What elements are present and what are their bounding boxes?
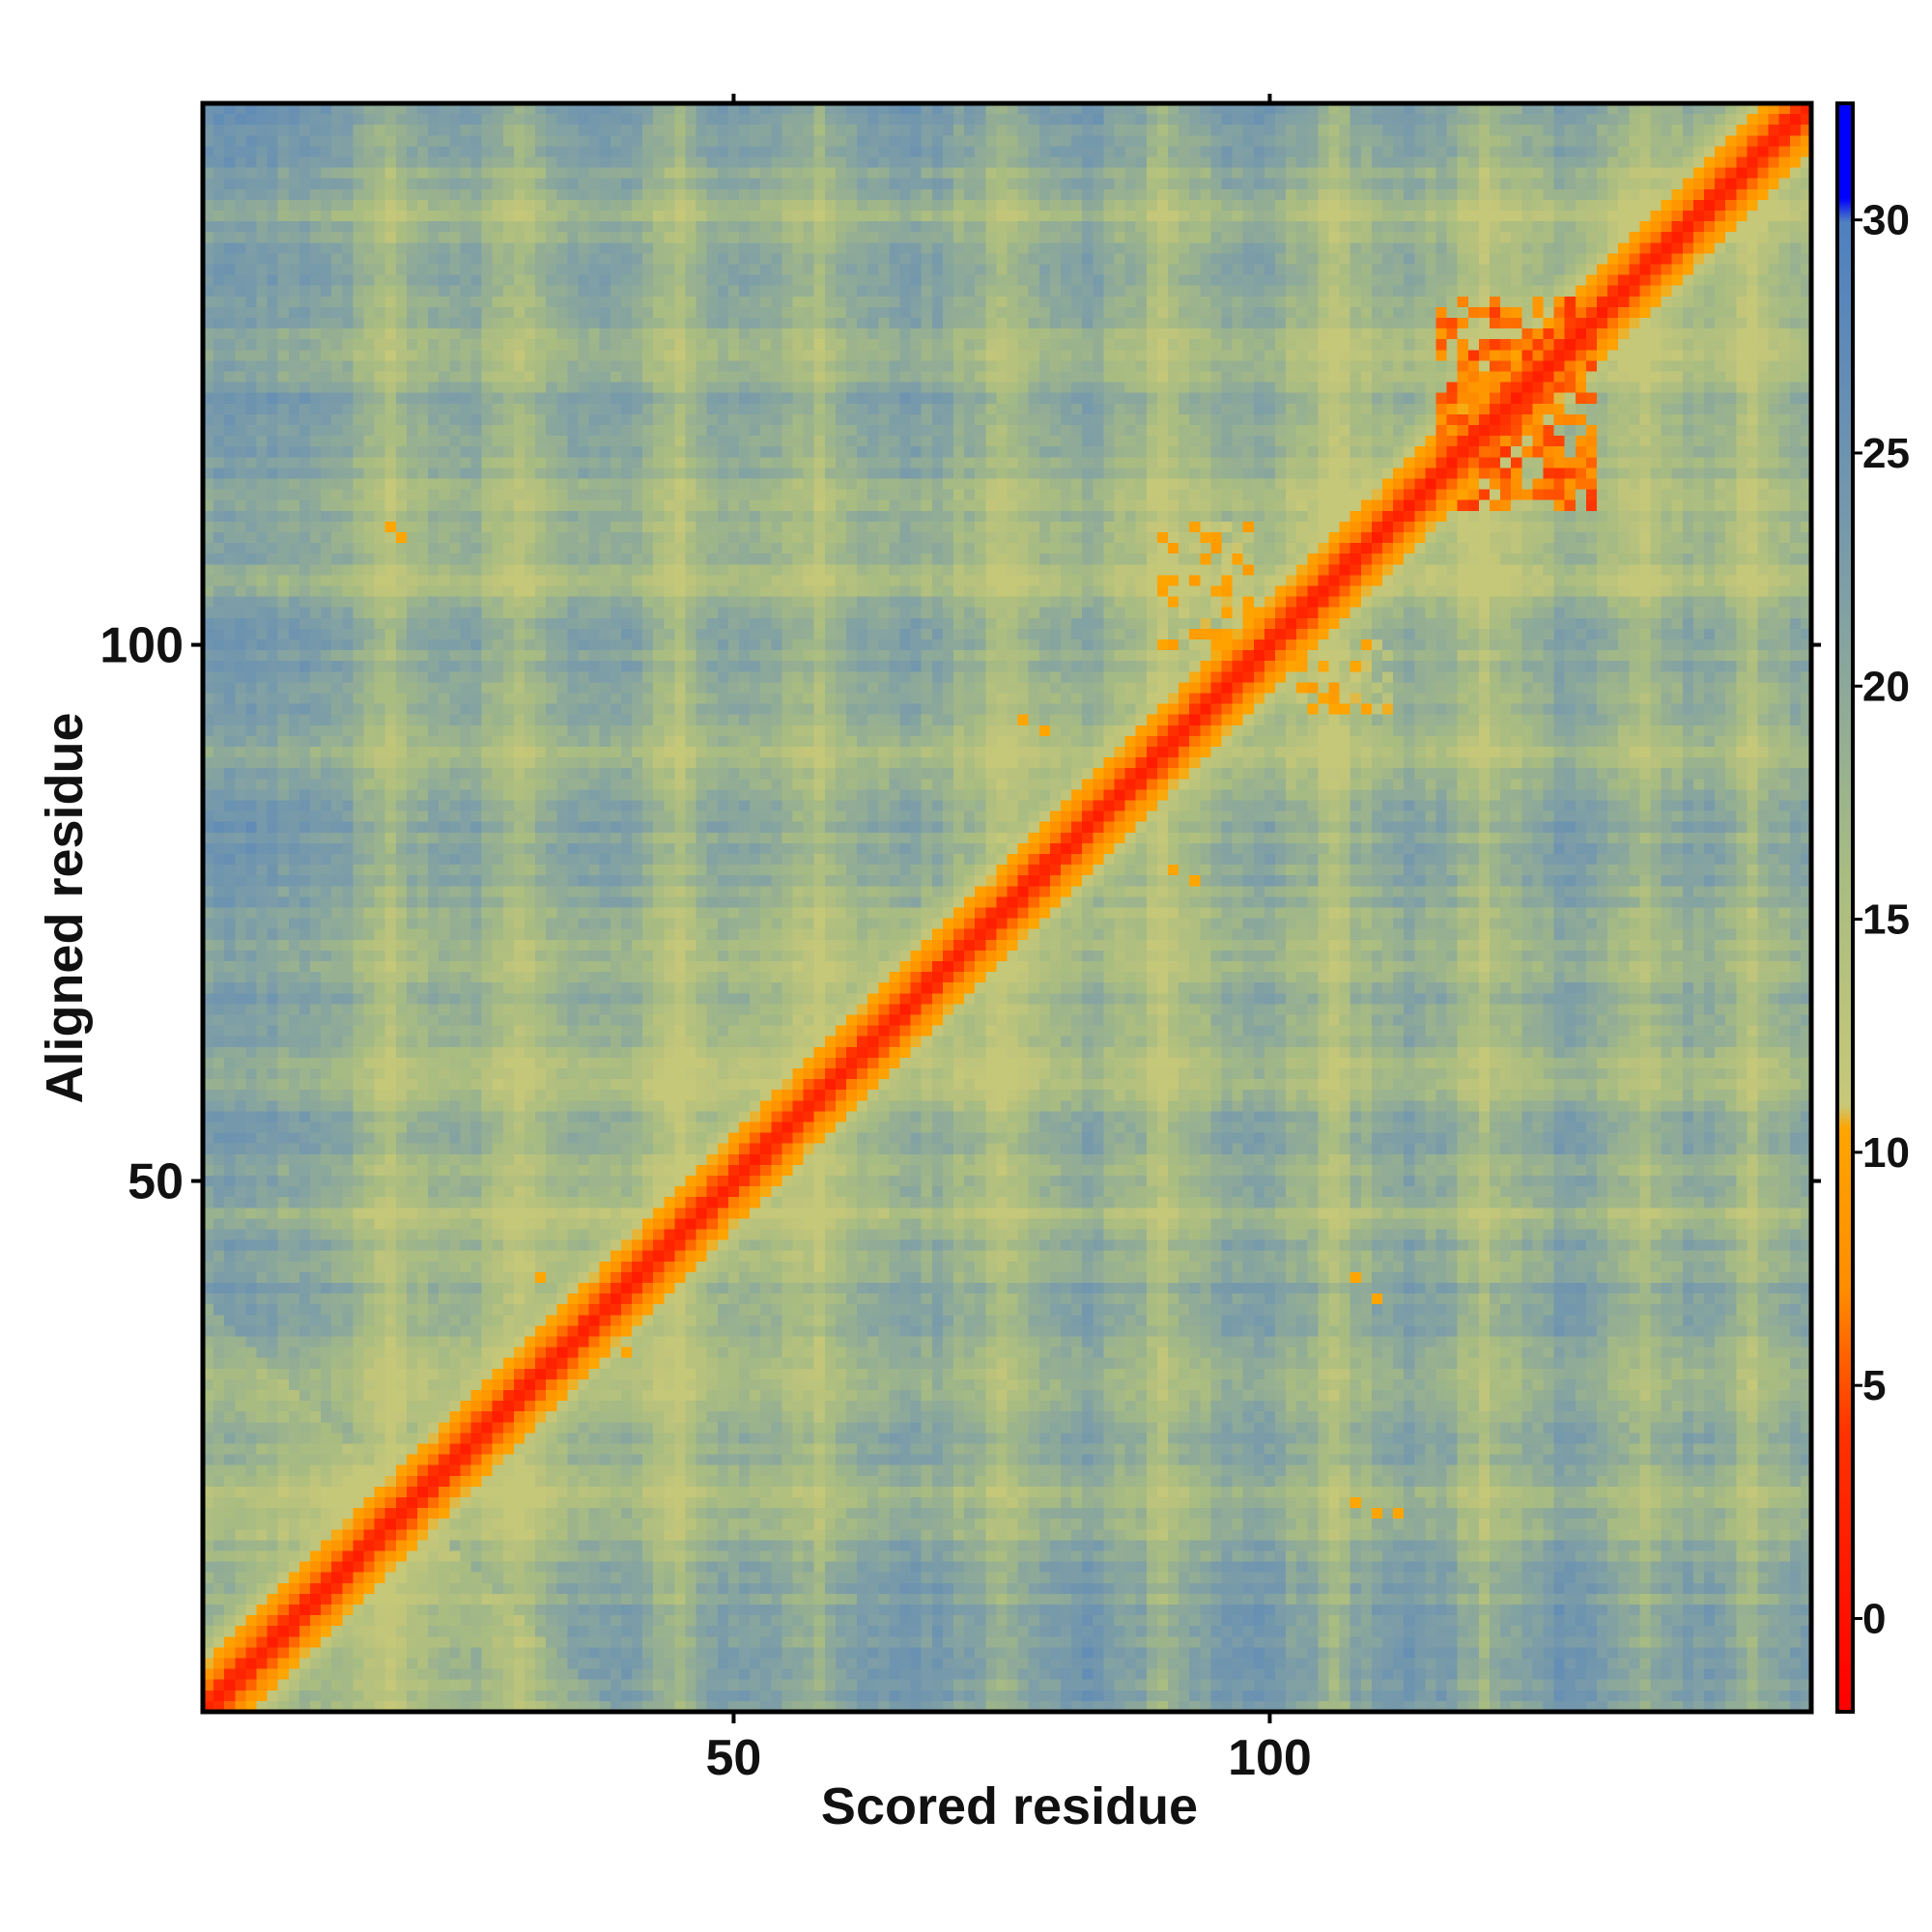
colorbar: 0 5 10 15 20 25 30 bbox=[1835, 101, 1910, 1714]
colorbar-ticks: 0 5 10 15 20 25 30 bbox=[1853, 197, 1910, 1642]
y-tick-label: 50 bbox=[128, 1154, 184, 1210]
x-tick-label: 100 bbox=[1228, 1730, 1312, 1786]
y-tick-label: 100 bbox=[99, 618, 184, 674]
colorbar-frame bbox=[1835, 101, 1855, 1714]
x-tick-label: 50 bbox=[706, 1730, 762, 1786]
y-axis: 50 100 bbox=[99, 618, 1821, 1210]
colorbar-tick-label: 30 bbox=[1862, 197, 1910, 244]
colorbar-tick-label: 0 bbox=[1862, 1595, 1886, 1642]
x-axis-title: Scored residue bbox=[821, 1777, 1198, 1835]
y-axis-title: Aligned residue bbox=[36, 712, 94, 1103]
colorbar-tick-label: 20 bbox=[1862, 663, 1910, 710]
colorbar-tick-label: 15 bbox=[1862, 896, 1910, 944]
colorbar-tick-label: 10 bbox=[1862, 1129, 1910, 1177]
colorbar-tick-label: 5 bbox=[1862, 1362, 1886, 1409]
heatmap-cells bbox=[203, 103, 1811, 1712]
heatmap-plot-area bbox=[200, 100, 1814, 1715]
plot-frame bbox=[200, 100, 1814, 1715]
x-axis: 50 100 bbox=[706, 94, 1312, 1786]
colorbar-tick-label: 25 bbox=[1862, 430, 1910, 477]
colorbar-gradient bbox=[1837, 103, 1853, 1712]
